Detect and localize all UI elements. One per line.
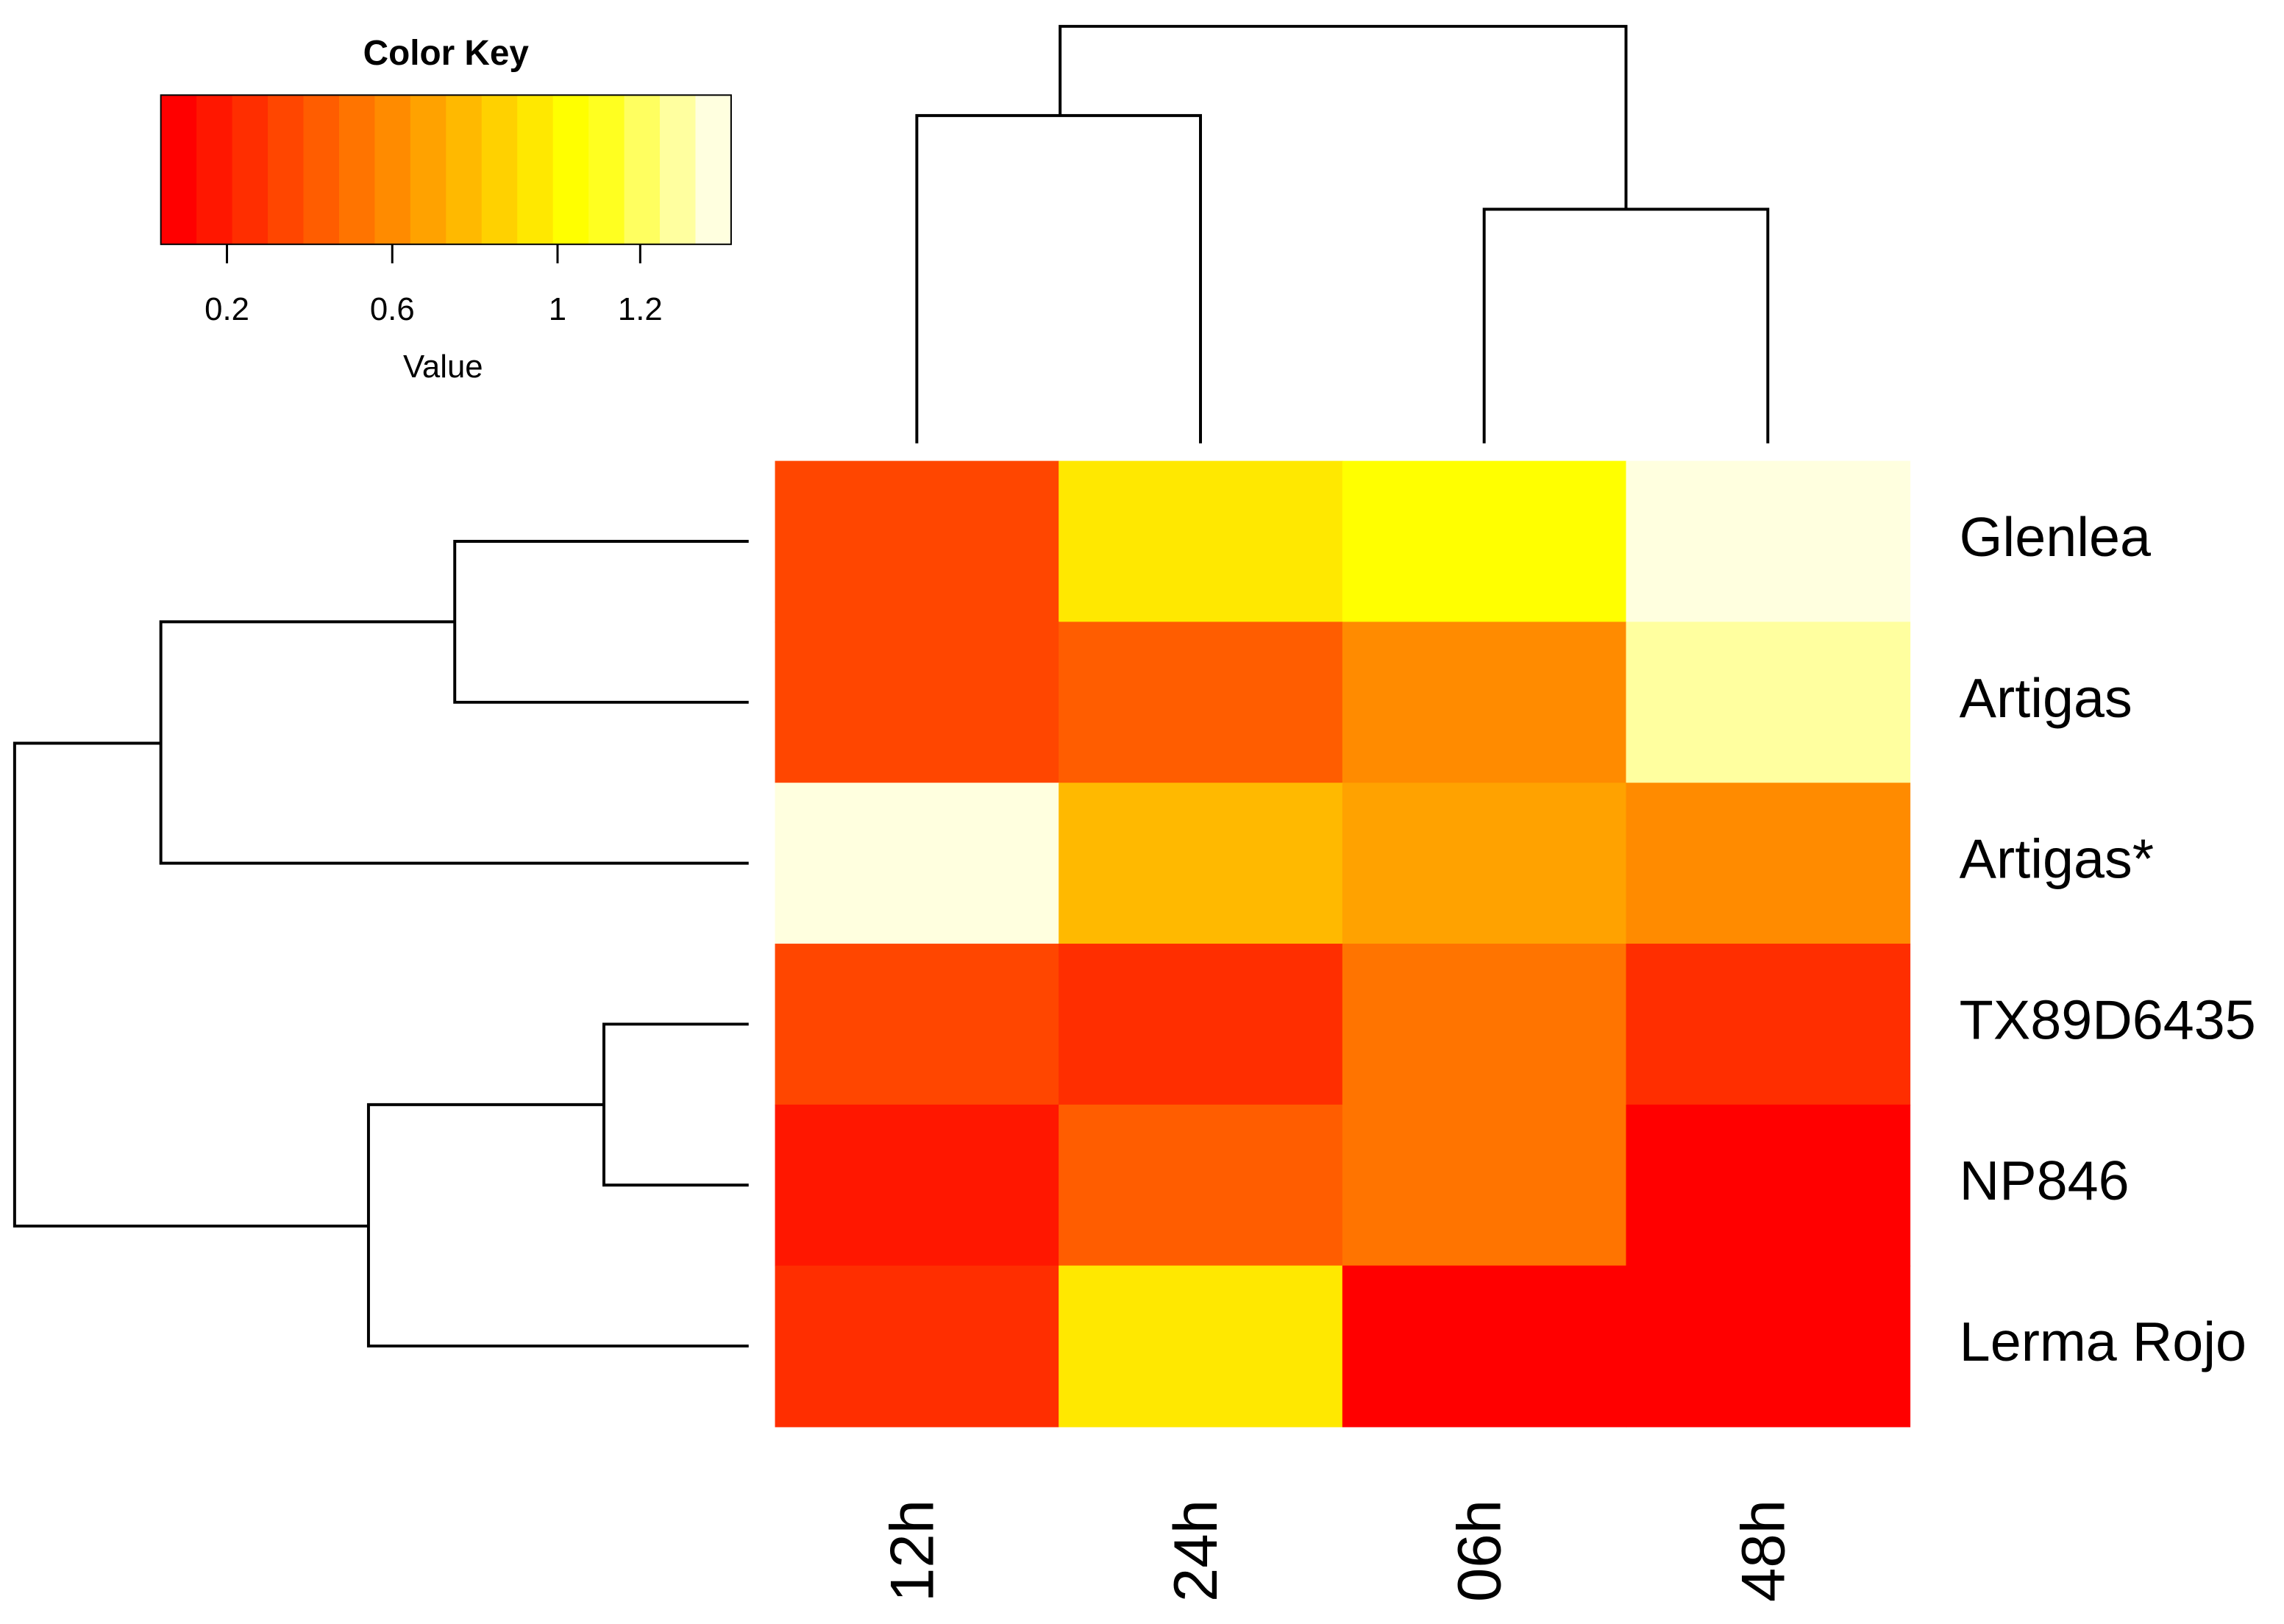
- key-swatch: [196, 95, 233, 245]
- key-swatch: [517, 95, 554, 245]
- key-swatch: [660, 95, 697, 245]
- row-label: TX89D6435: [1960, 989, 2256, 1051]
- heatmap-cell: [1342, 1104, 1627, 1267]
- row-label: Lerma Rojo: [1960, 1311, 2246, 1373]
- heatmap-cell: [1626, 622, 1911, 784]
- heatmap-cell: [1342, 460, 1627, 623]
- key-swatch: [268, 95, 305, 245]
- row-dendrogram: [13, 540, 749, 1348]
- key-swatch: [410, 95, 447, 245]
- key-tick-label: 1.2: [618, 291, 663, 327]
- row-label: Artigas*: [1960, 829, 2154, 891]
- heatmap-cell: [1342, 944, 1627, 1105]
- column-dendrogram: [915, 24, 1770, 444]
- key-tick-label: 0.2: [204, 291, 249, 327]
- key-axis-label: Value: [403, 349, 483, 385]
- heatmap-cell: [775, 1265, 1060, 1428]
- heatmap-cell: [1626, 1104, 1911, 1267]
- key-swatch: [588, 95, 625, 245]
- key-swatch: [160, 95, 198, 245]
- key-frame: [160, 94, 732, 246]
- row-label: NP846: [1960, 1150, 2130, 1212]
- heatmap-cell: [1342, 783, 1627, 945]
- key-swatch: [624, 95, 661, 245]
- column-label: 24h: [1161, 1500, 1230, 1602]
- heatmap-cell: [775, 944, 1060, 1105]
- row-label: Artigas: [1960, 668, 2132, 730]
- key-tick-label: 0.6: [370, 291, 415, 327]
- key-swatch: [338, 95, 376, 245]
- heatmap-cell: [1626, 460, 1911, 623]
- column-label: 12h: [877, 1500, 946, 1602]
- heatmap-cell: [1626, 1265, 1911, 1428]
- key-tick-label: 1: [549, 291, 566, 327]
- key-title: Color Key: [363, 34, 530, 73]
- key-swatch: [481, 95, 519, 245]
- heatmap-cell: [1059, 622, 1343, 784]
- key-swatch: [446, 95, 483, 245]
- heatmap-cell: [1626, 783, 1911, 945]
- key-swatch: [374, 95, 411, 245]
- heatmap-cell: [1059, 1104, 1343, 1267]
- heatmap-cell: [775, 622, 1060, 784]
- heatmap-cell: [1059, 783, 1343, 945]
- heatmap-cell: [775, 1104, 1060, 1267]
- heatmap-cell: [775, 460, 1060, 623]
- heatmap-cell: [1059, 460, 1343, 623]
- column-label: 48h: [1728, 1500, 1797, 1602]
- heatmap-cell: [1342, 1265, 1627, 1428]
- row-label: Glenlea: [1960, 507, 2152, 569]
- column-label: 06h: [1445, 1500, 1514, 1602]
- heatmap-cell: [1059, 1265, 1343, 1428]
- heatmap-cell: [1059, 944, 1343, 1105]
- key-swatch: [695, 95, 732, 245]
- key-swatch: [552, 95, 590, 245]
- key-swatch: [303, 95, 340, 245]
- key-swatch: [232, 95, 269, 245]
- heatmap-cell: [1342, 622, 1627, 784]
- heatmap-cell: [775, 783, 1060, 945]
- heatmap-cell: [1626, 944, 1911, 1105]
